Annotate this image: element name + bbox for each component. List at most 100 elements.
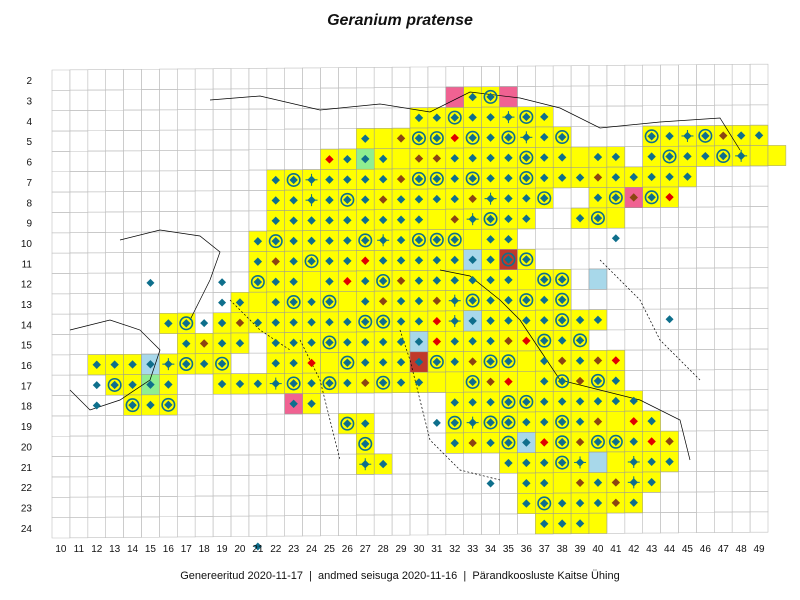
diamond-marker-icon <box>557 397 567 406</box>
grid-cell <box>194 170 214 192</box>
diamond-marker-icon <box>593 193 603 202</box>
grid-cell <box>660 288 679 310</box>
grid-cell <box>177 211 196 233</box>
grid-cell <box>248 210 268 232</box>
grid-cell <box>194 68 214 90</box>
grid-cell <box>105 333 124 355</box>
grid-cell <box>338 453 357 475</box>
diamond-marker-icon <box>146 278 155 287</box>
grid-cell <box>409 473 429 495</box>
grid-cell <box>534 248 554 270</box>
occupied-cell <box>588 512 608 534</box>
diamond-marker-icon <box>253 237 263 246</box>
grid-cell <box>391 412 411 434</box>
grid-cell <box>427 493 447 515</box>
grid-cell <box>552 106 572 128</box>
diamond-marker-icon <box>361 215 370 225</box>
ring-marker-icon <box>501 435 516 450</box>
ring-marker-icon <box>411 131 426 146</box>
grid-cell <box>230 271 250 293</box>
diamond-marker-icon <box>575 519 585 528</box>
grid-cell <box>696 206 715 228</box>
grid-cell <box>212 495 232 517</box>
diamond-marker-icon <box>593 417 603 426</box>
grid-cell <box>713 165 733 187</box>
diamond-marker-icon <box>343 317 352 327</box>
column-label: 46 <box>700 544 712 555</box>
grid-cell <box>713 84 733 106</box>
diamond-marker-icon <box>611 396 621 406</box>
ring-marker-icon <box>376 273 391 288</box>
diamond-marker-icon <box>414 256 424 265</box>
diamond-marker-icon <box>486 296 495 305</box>
diamond-marker-icon <box>378 175 388 184</box>
grid-cell <box>284 454 303 476</box>
diamond-marker-icon <box>146 360 155 369</box>
diamond-marker-icon <box>235 298 245 307</box>
diamond-marker-icon <box>182 359 191 369</box>
diamond-marker-icon <box>504 133 513 142</box>
diamond-marker-icon <box>218 278 227 287</box>
grid-cell <box>177 170 196 192</box>
row-label: 3 <box>26 97 32 108</box>
diamond-marker-icon <box>611 234 620 243</box>
diamond-marker-icon <box>325 256 334 266</box>
grid-cell <box>194 373 214 395</box>
diamond-marker-icon <box>450 194 459 204</box>
grid-cell <box>69 110 89 132</box>
diamond-marker-icon <box>486 174 495 183</box>
grid-cell <box>69 273 89 294</box>
grid-cell <box>731 84 751 106</box>
diamond-marker-icon <box>182 339 191 348</box>
grid-cell <box>194 495 214 517</box>
diamond-marker-icon <box>486 235 495 244</box>
grid-cell <box>177 495 196 517</box>
diamond-marker-icon <box>396 215 406 224</box>
coastline-layer <box>69 91 741 481</box>
grid-cell <box>230 108 250 130</box>
diamond-marker-icon <box>629 193 638 202</box>
ring-marker-icon <box>268 234 283 249</box>
coastline-path <box>119 229 221 321</box>
diamond-marker-icon <box>557 417 567 427</box>
grid-cell <box>534 85 554 107</box>
row-label: 9 <box>26 219 32 230</box>
grid-cell <box>731 450 751 472</box>
grid-cell <box>266 515 286 537</box>
row-label: 13 <box>21 300 33 311</box>
grid-cell <box>624 248 644 269</box>
grid-cell <box>159 170 178 192</box>
grid-cell <box>660 227 679 249</box>
ring-marker-icon <box>519 394 534 409</box>
grid-cell <box>177 455 196 477</box>
grid-cell <box>713 308 733 330</box>
grid-cell <box>105 435 124 457</box>
grid-cell <box>463 452 482 474</box>
column-label: 11 <box>74 544 85 555</box>
grid-cell <box>230 393 250 415</box>
grid-cell <box>696 166 715 187</box>
grid-cell <box>51 273 71 295</box>
column-label: 34 <box>485 544 497 555</box>
grid-cell <box>69 211 89 233</box>
grid-cell <box>105 455 124 477</box>
grid-cell <box>123 313 142 335</box>
occupied-cell <box>427 371 447 393</box>
grid-cell <box>69 354 89 376</box>
grid-cell <box>159 251 178 273</box>
diamond-marker-icon <box>647 416 656 426</box>
ring-marker-icon <box>322 335 337 350</box>
grid-cell <box>105 394 124 416</box>
diamond-marker-icon <box>432 276 442 285</box>
grid-cell <box>338 494 357 516</box>
grid-cell <box>105 293 124 315</box>
grid-cell <box>749 63 769 85</box>
row-label: 10 <box>21 239 33 250</box>
row-label: 7 <box>26 178 32 189</box>
diamond-marker-icon <box>647 193 656 202</box>
ring-marker-icon <box>555 435 570 450</box>
grid-cell <box>141 516 160 538</box>
grid-cell <box>713 267 733 289</box>
diamond-marker-icon <box>522 153 531 162</box>
grid-cell <box>194 210 214 232</box>
